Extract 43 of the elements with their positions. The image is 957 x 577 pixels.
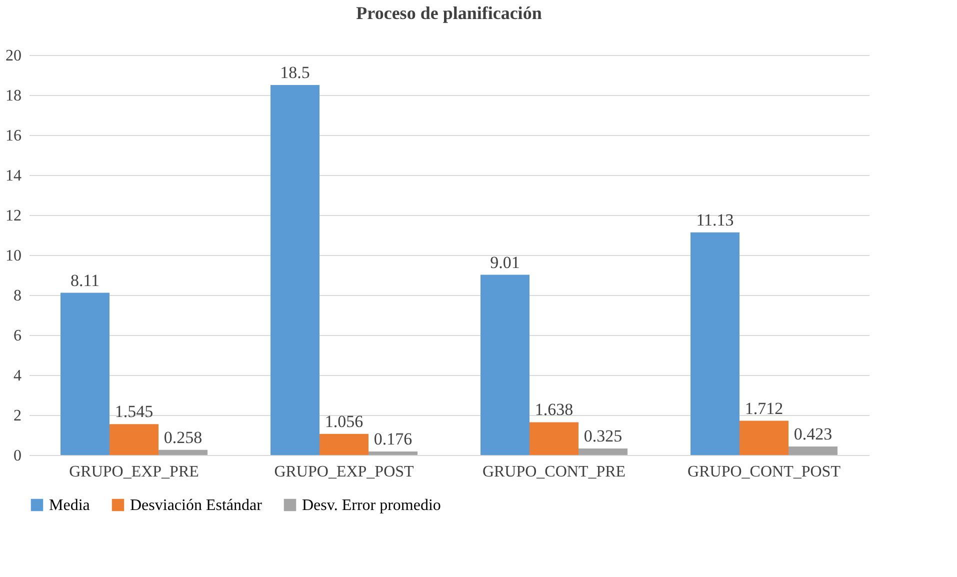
bar [110, 424, 158, 455]
bar [60, 292, 110, 455]
data-label: 9.01 [490, 252, 520, 272]
y-tick-label: 16 [6, 128, 22, 144]
bar [788, 446, 838, 455]
x-tick-label: GRUPO_EXP_PRE [69, 464, 199, 480]
legend-label: Media [49, 497, 90, 514]
y-tick-label: 2 [14, 408, 22, 424]
bar [578, 448, 628, 455]
data-label: 1.712 [744, 398, 784, 418]
data-label: 0.423 [794, 424, 832, 444]
bar [530, 422, 578, 455]
y-tick-label: 6 [14, 328, 22, 344]
bar [740, 420, 788, 455]
bar [320, 434, 368, 455]
data-label: 8.11 [70, 270, 100, 290]
bar [368, 451, 418, 455]
chart-title: Proceso de planificación [356, 3, 542, 23]
y-tick-label: 14 [6, 168, 22, 184]
data-label: 1.056 [324, 412, 364, 431]
x-tick-label: GRUPO_CONT_PRE [482, 464, 626, 480]
bar [270, 85, 320, 455]
y-tick-label: 4 [14, 368, 22, 384]
y-tick-label: 0 [14, 448, 22, 464]
y-tick-label: 10 [6, 248, 22, 264]
data-label: 0.258 [164, 428, 202, 447]
data-label: 0.176 [374, 429, 412, 448]
legend-label: Desviación Estándar [130, 497, 263, 514]
x-tick-label: GRUPO_EXP_POST [274, 464, 414, 480]
x-tick-label: GRUPO_CONT_POST [688, 464, 841, 480]
data-label: 1.545 [114, 402, 154, 422]
data-label: 11.13 [696, 210, 734, 230]
bar [480, 274, 530, 455]
y-tick-label: 20 [6, 48, 22, 64]
legend-label: Desv. Error promedio [302, 497, 441, 514]
y-tick-label: 18 [6, 88, 22, 104]
data-label: 0.325 [584, 426, 622, 446]
data-label: 1.638 [534, 400, 574, 420]
bar [158, 450, 208, 455]
bar [690, 232, 740, 455]
y-tick-label: 12 [6, 208, 22, 224]
y-tick-label: 8 [14, 288, 22, 304]
data-label: 18.5 [280, 63, 310, 82]
